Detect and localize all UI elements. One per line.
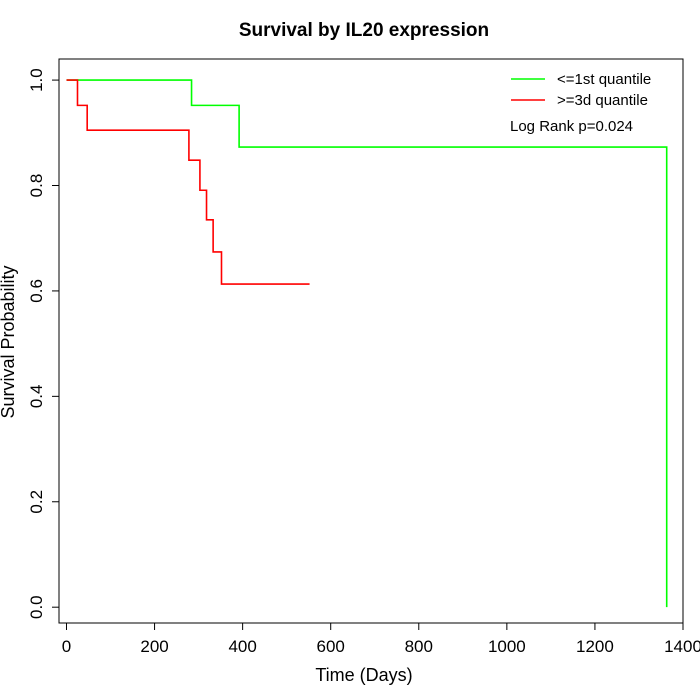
y-tick-label: 0.6 — [27, 279, 46, 303]
y-axis-label: Survival Probability — [0, 265, 18, 418]
y-tick-label: 0.2 — [27, 490, 46, 514]
chart-title: Survival by IL20 expression — [239, 20, 489, 41]
y-axis: 0.0 0.2 0.4 0.6 0.8 1.0 — [27, 68, 59, 619]
x-tick-label: 1000 — [488, 637, 526, 656]
y-tick-label: 0.4 — [27, 385, 46, 409]
legend-label-high: >=3d quantile — [557, 92, 648, 109]
series-line-high-quantile — [66, 79, 310, 285]
x-axis: 0 200 400 600 800 1000 1200 1400 — [62, 623, 700, 656]
series-layer — [66, 79, 668, 608]
x-tick-label: 800 — [405, 637, 433, 656]
x-tick-label: 600 — [317, 637, 345, 656]
x-tick-label: 1200 — [576, 637, 614, 656]
x-tick-label: 1400 — [664, 637, 700, 656]
y-tick-label: 0.0 — [27, 595, 46, 619]
y-tick-label: 1.0 — [27, 68, 46, 92]
log-rank-annotation: Log Rank p=0.024 — [510, 118, 633, 135]
x-axis-label: Time (Days) — [315, 665, 412, 685]
legend-label-low: <=1st quantile — [557, 71, 651, 88]
y-tick-label: 0.8 — [27, 174, 46, 198]
x-tick-label: 200 — [140, 637, 168, 656]
legend: <=1st quantile >=3d quantile — [511, 71, 651, 109]
plot-frame — [58, 58, 684, 624]
x-tick-label: 0 — [62, 637, 71, 656]
x-tick-label: 400 — [228, 637, 256, 656]
series-line-low-quantile — [66, 79, 668, 608]
